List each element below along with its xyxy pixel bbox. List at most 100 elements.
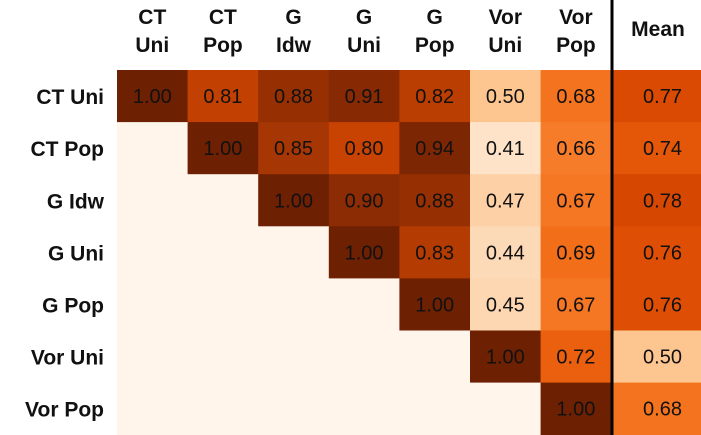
heatmap-cell	[258, 330, 330, 384]
heatmap-cell	[399, 330, 471, 384]
column-label: Uni	[347, 34, 381, 57]
heatmap-cell	[187, 70, 259, 123]
heatmap-cell	[117, 174, 189, 227]
column-label: Pop	[556, 34, 596, 57]
heatmap-cell	[117, 278, 189, 332]
heatmap-cell	[540, 278, 612, 332]
cell-value-label: 0.67	[556, 190, 595, 212]
cell-value-label: 0.82	[415, 86, 454, 108]
column-label: Idw	[276, 34, 312, 57]
heatmap-cell	[328, 382, 400, 435]
heatmap-cell	[117, 382, 189, 435]
heatmap-cell	[470, 330, 542, 384]
heatmap-cell	[117, 122, 189, 175]
cell-value-label: 1.00	[486, 347, 525, 369]
cell-value-label: 0.67	[556, 294, 595, 316]
heatmap-cell	[258, 278, 330, 332]
column-labels: CT Uni CT Pop G Idw G Uni G Pop Vor Uni Vor Pop	[135, 6, 595, 57]
heatmap-cell	[328, 226, 400, 279]
heatmap-cell	[470, 174, 542, 227]
cell-value-label: 0.47	[486, 190, 525, 212]
cell-value-label: 1.00	[415, 294, 454, 316]
cell-value-label: 0.45	[486, 294, 525, 316]
heatmap-cell	[399, 70, 471, 123]
heatmap-cell	[328, 278, 400, 332]
heatmap-cell	[470, 226, 542, 279]
cell-value-label: 1.00	[203, 138, 242, 160]
mean-column-header: Mean	[631, 18, 685, 41]
heatmap-cell	[117, 70, 189, 123]
row-label: G Pop	[42, 294, 104, 317]
heatmap-cell	[399, 174, 471, 227]
heatmap-cells: 1.00 0.81 0.88 0.91 0.82 0.50 0.68 1.00 0.85 0.80…	[117, 70, 612, 435]
column-label: Pop	[203, 34, 243, 57]
heatmap-cell	[117, 226, 189, 279]
cell-value-label: 0.68	[556, 86, 595, 108]
heatmap-cell	[540, 122, 612, 175]
mean-cell	[612, 278, 701, 332]
cell-value-label: 0.41	[486, 138, 525, 160]
heatmap-cell	[399, 122, 471, 175]
heatmap-cell	[187, 122, 259, 175]
heatmap-cell	[328, 174, 400, 227]
column-label: CT	[209, 6, 237, 29]
cell-value-label: 1.00	[556, 399, 595, 421]
heatmap-cell	[117, 330, 189, 384]
mean-value-label: 0.77	[643, 86, 682, 108]
mean-cell	[612, 382, 701, 435]
row-label: CT Pop	[31, 138, 105, 161]
mean-value-label: 0.68	[643, 399, 682, 421]
column-label: Vor	[489, 6, 522, 29]
row-label: CT Uni	[36, 86, 104, 109]
row-label: G Uni	[48, 242, 104, 265]
mean-value-label: 0.76	[643, 294, 682, 316]
mean-value-label: 0.50	[643, 347, 682, 369]
column-label: G	[427, 6, 443, 29]
heatmap-cell	[187, 226, 259, 279]
heatmap-cell	[328, 70, 400, 123]
cell-value-label: 0.85	[274, 138, 313, 160]
column-label: Vor	[559, 6, 592, 29]
heatmap-cell	[258, 174, 330, 227]
cell-value-label: 0.90	[345, 190, 384, 212]
heatmap-cell	[328, 330, 400, 384]
cell-value-label: 1.00	[345, 242, 384, 264]
heatmap-cell	[258, 226, 330, 279]
heatmap-cell	[540, 382, 612, 435]
column-label: Uni	[135, 34, 169, 57]
heatmap-cell	[258, 70, 330, 123]
cell-value-label: 0.80	[345, 138, 384, 160]
mean-value-label: 0.76	[643, 242, 682, 264]
heatmap-cell	[540, 330, 612, 384]
heatmap-cell	[258, 382, 330, 435]
cell-value-label: 0.69	[556, 242, 595, 264]
heatmap-cell	[187, 382, 259, 435]
cell-value-label: 0.44	[486, 242, 525, 264]
mean-value-label: 0.74	[643, 138, 682, 160]
heatmap-cell	[187, 330, 259, 384]
heatmap-cell	[470, 278, 542, 332]
heatmap-cell	[470, 70, 542, 123]
row-label: Vor Pop	[25, 399, 104, 422]
heatmap-cell	[399, 278, 471, 332]
row-label: G Idw	[47, 190, 105, 213]
heatmap-cell	[187, 278, 259, 332]
cell-value-label: 0.81	[203, 86, 242, 108]
cell-value-label: 1.00	[133, 86, 172, 108]
cell-value-label: 0.88	[415, 190, 454, 212]
mean-value-label: 0.78	[643, 190, 682, 212]
mean-cell	[612, 174, 701, 227]
column-label: CT	[138, 6, 166, 29]
heatmap-cell	[187, 174, 259, 227]
mean-cell	[612, 122, 701, 175]
heatmap-cell	[540, 70, 612, 123]
heatmap-cell	[470, 122, 542, 175]
cell-value-label: 0.88	[274, 86, 313, 108]
cell-value-label: 0.50	[486, 86, 525, 108]
heatmap-cell	[540, 226, 612, 279]
cell-value-label: 0.72	[556, 347, 595, 369]
column-label: G	[356, 6, 372, 29]
column-label: G	[285, 6, 301, 29]
mean-cell	[612, 226, 701, 279]
